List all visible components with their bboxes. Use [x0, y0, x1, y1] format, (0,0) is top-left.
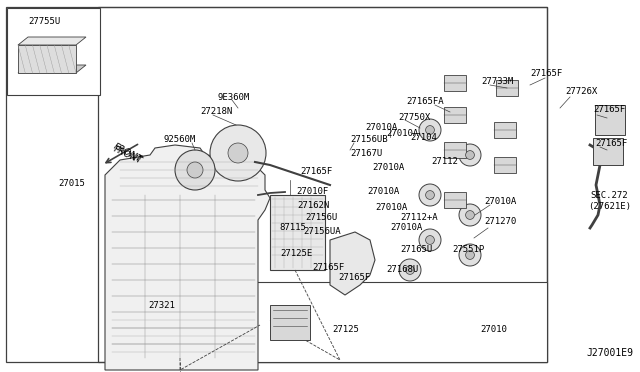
- Text: 27165F: 27165F: [595, 138, 627, 148]
- Circle shape: [210, 125, 266, 181]
- Circle shape: [419, 119, 441, 141]
- Polygon shape: [18, 37, 86, 45]
- Circle shape: [228, 143, 248, 163]
- Text: 27010F: 27010F: [296, 187, 328, 196]
- Circle shape: [466, 151, 474, 159]
- Text: 271270: 271270: [484, 218, 516, 227]
- Circle shape: [426, 235, 435, 244]
- Text: FRONT: FRONT: [111, 142, 143, 164]
- Text: 27125E: 27125E: [280, 248, 312, 257]
- Text: 27755U: 27755U: [28, 17, 60, 26]
- Bar: [256, 282, 547, 362]
- Text: 27104: 27104: [410, 132, 437, 141]
- Circle shape: [426, 190, 435, 199]
- Text: 27733M: 27733M: [481, 77, 513, 86]
- Polygon shape: [18, 65, 86, 73]
- Text: FRONT: FRONT: [112, 144, 144, 166]
- Text: 27156UA: 27156UA: [303, 227, 340, 235]
- Circle shape: [399, 259, 421, 281]
- Text: (27621E): (27621E): [588, 202, 631, 212]
- Text: 27156U: 27156U: [305, 214, 337, 222]
- Text: 27167U: 27167U: [350, 148, 382, 157]
- Circle shape: [466, 251, 474, 259]
- Text: 27165FA: 27165FA: [406, 97, 444, 106]
- Bar: [444, 142, 466, 158]
- Circle shape: [419, 184, 441, 206]
- Text: 27010A: 27010A: [367, 187, 399, 196]
- Text: 27010A: 27010A: [386, 129, 419, 138]
- Bar: [444, 75, 466, 91]
- Bar: [444, 192, 466, 208]
- Text: 27165U: 27165U: [400, 246, 432, 254]
- Text: 27010A: 27010A: [484, 198, 516, 206]
- Text: 27112+A: 27112+A: [400, 212, 438, 221]
- Text: 27165F: 27165F: [530, 68, 563, 77]
- Circle shape: [459, 144, 481, 166]
- Text: 27218N: 27218N: [200, 108, 232, 116]
- Bar: [98, 7, 547, 362]
- Text: 27321: 27321: [148, 301, 175, 311]
- Circle shape: [419, 229, 441, 251]
- Circle shape: [459, 244, 481, 266]
- Text: 27010A: 27010A: [365, 124, 397, 132]
- Text: 27010A: 27010A: [390, 224, 422, 232]
- Polygon shape: [105, 145, 270, 370]
- Text: 27112: 27112: [431, 157, 458, 166]
- Text: 27010A: 27010A: [372, 164, 404, 173]
- Bar: [7, 8, 100, 95]
- Bar: [444, 107, 466, 123]
- Text: 27010: 27010: [480, 326, 507, 334]
- Circle shape: [406, 266, 415, 275]
- Bar: [496, 80, 518, 96]
- Text: 27750X: 27750X: [398, 113, 430, 122]
- Circle shape: [187, 162, 203, 178]
- Text: 9E360M: 9E360M: [218, 93, 250, 102]
- Text: 27162N: 27162N: [297, 201, 329, 209]
- Text: SEC.272: SEC.272: [590, 192, 628, 201]
- Polygon shape: [18, 45, 76, 73]
- Text: 27165F: 27165F: [338, 273, 371, 282]
- Text: 27551P: 27551P: [452, 246, 484, 254]
- Text: 27165F: 27165F: [593, 106, 625, 115]
- Text: 27168U: 27168U: [386, 266, 419, 275]
- Text: 27015: 27015: [58, 179, 85, 187]
- Bar: [270, 305, 310, 340]
- Text: 27125: 27125: [332, 326, 359, 334]
- Text: 92560M: 92560M: [163, 135, 195, 144]
- Bar: [595, 105, 625, 135]
- Polygon shape: [330, 232, 375, 295]
- Bar: [270, 195, 325, 270]
- Text: 87115: 87115: [279, 222, 306, 231]
- Circle shape: [175, 150, 215, 190]
- Text: 27165F: 27165F: [300, 167, 332, 176]
- Text: J27001E9: J27001E9: [586, 348, 633, 358]
- Text: 27156UB: 27156UB: [350, 135, 388, 144]
- Text: 27010A: 27010A: [375, 203, 407, 212]
- Bar: [494, 122, 516, 138]
- Circle shape: [466, 211, 474, 219]
- Circle shape: [426, 126, 435, 134]
- Bar: [494, 157, 516, 173]
- Circle shape: [459, 204, 481, 226]
- Text: 27165F: 27165F: [312, 263, 344, 273]
- Text: 27726X: 27726X: [565, 87, 597, 96]
- Bar: [6, 7, 547, 362]
- Bar: [593, 138, 623, 165]
